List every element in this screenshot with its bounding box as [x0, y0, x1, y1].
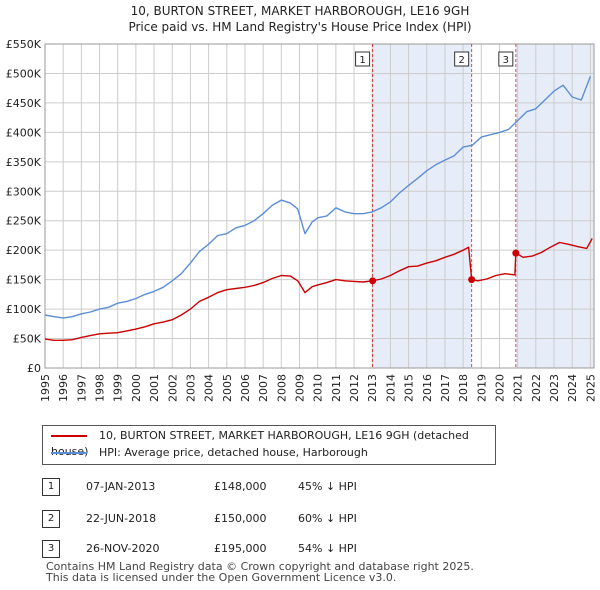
price-chart: 1 2 3 £0 £50K £100K £150K £200K £250K £300K £350K… — [6, 38, 598, 402]
x-tick-label: 2007 — [257, 374, 270, 402]
chart-title-line-2: Price paid vs. HM Land Registry's House … — [128, 20, 472, 34]
sale-point — [468, 276, 476, 284]
footer-text: Contains HM Land Registry data © Crown c… — [46, 561, 474, 583]
x-tick-label: 2010 — [312, 374, 325, 402]
sale-hpi-diff: 54% ↓ HPI — [298, 542, 357, 555]
x-tick-label: 2005 — [221, 374, 234, 402]
x-tick-label: 1998 — [94, 374, 107, 402]
sale-marker-box — [355, 51, 371, 67]
footer-line-2: This data is licensed under the Open Gov… — [46, 571, 397, 584]
x-tick-label: 2009 — [294, 374, 307, 402]
x-tick-label: 1996 — [57, 374, 70, 402]
sale-point — [512, 249, 520, 257]
x-tick-label: 2024 — [566, 374, 579, 402]
sale-date-lines — [372, 44, 517, 368]
footer-line-1: Contains HM Land Registry data © Crown c… — [46, 560, 474, 573]
y-tick-label: £200K — [6, 244, 42, 257]
legend-entry-property: 10, BURTON STREET, MARKET HARBOROUGH, LE… — [51, 428, 495, 458]
x-tick-label: 1999 — [112, 374, 125, 402]
series-lines — [44, 76, 593, 341]
x-tick-label: 1995 — [39, 374, 52, 402]
y-tick-label: £350K — [6, 156, 42, 169]
sale-points — [369, 249, 520, 285]
sale-price: £195,000 — [214, 542, 267, 555]
sale-number-badge: 3 — [42, 540, 60, 558]
y-tick-label: £250K — [6, 215, 42, 228]
y-tick-label: £0 — [27, 362, 41, 375]
sale-hpi-diff: 60% ↓ HPI — [298, 512, 357, 525]
sale-number-badge: 1 — [42, 478, 60, 496]
shaded-regions — [372, 44, 594, 368]
shaded-region — [372, 44, 472, 368]
sale-row: 2 22-JUN-2018 £150,000 60% ↓ HPI — [42, 510, 462, 528]
sale-date: 26-NOV-2020 — [86, 542, 160, 555]
x-tick-label: 2014 — [384, 374, 397, 402]
x-tick-label: 2025 — [584, 374, 597, 402]
x-tick-label: 2004 — [203, 374, 216, 402]
sale-marker-labels: 1 2 3 — [355, 51, 514, 67]
x-tick-label: 2016 — [421, 374, 434, 402]
y-tick-label: £450K — [6, 97, 42, 110]
x-tick-label: 2003 — [184, 374, 197, 402]
grid-lines — [44, 43, 595, 369]
y-tick-label: £400K — [6, 126, 42, 139]
x-axis-ticks: 1995 1996 1997 1998 1999 2000 2001 2002 2003 2004… — [39, 374, 597, 402]
legend-red-label: 10, BURTON STREET, MARKET HARBOROUGH, LE… — [51, 429, 469, 458]
y-tick-label: £500K — [6, 67, 42, 80]
sale-marker-box — [498, 51, 514, 67]
sale-marker-label: 3 — [503, 55, 509, 66]
y-tick-label: £50K — [13, 333, 42, 346]
x-tick-label: 2006 — [239, 374, 252, 402]
hpi-series-line — [44, 76, 592, 319]
legend-red-swatch — [51, 435, 87, 437]
y-tick-label: £100K — [6, 303, 42, 316]
legend-blue-swatch — [51, 452, 87, 454]
sale-point — [369, 277, 377, 285]
sale-hpi-diff: 45% ↓ HPI — [298, 480, 357, 493]
sale-marker-box — [454, 51, 470, 67]
legend: 10, BURTON STREET, MARKET HARBOROUGH, LE… — [42, 425, 496, 465]
chart-title-line-1: 10, BURTON STREET, MARKET HARBOROUGH, LE… — [130, 4, 470, 18]
property-series-line — [44, 238, 593, 341]
x-tick-label: 2023 — [548, 374, 561, 402]
sale-marker-label: 1 — [359, 55, 365, 66]
x-tick-label: 2017 — [439, 374, 452, 402]
x-tick-label: 2000 — [130, 374, 143, 402]
sale-row: 1 07-JAN-2013 £148,000 45% ↓ HPI — [42, 478, 462, 496]
legend-entry-hpi: HPI: Average price, detached house, Harb… — [51, 445, 368, 461]
x-tick-label: 2021 — [512, 374, 525, 402]
legend-blue-label: HPI: Average price, detached house, Harb… — [99, 446, 368, 459]
x-tick-label: 2020 — [493, 374, 506, 402]
y-tick-label: £150K — [6, 274, 42, 287]
y-tick-label: £550K — [6, 38, 42, 51]
sale-number-badge: 2 — [42, 510, 60, 528]
x-tick-label: 2018 — [457, 374, 470, 402]
sale-date: 07-JAN-2013 — [86, 480, 156, 493]
x-tick-label: 2019 — [475, 374, 488, 402]
y-tick-label: £300K — [6, 185, 42, 198]
x-tick-label: 2008 — [275, 374, 288, 402]
x-tick-label: 1997 — [75, 374, 88, 402]
plot-frame — [44, 43, 595, 369]
x-tick-label: 2012 — [348, 374, 361, 402]
shaded-region — [515, 44, 594, 368]
sale-marker-label: 2 — [458, 55, 464, 66]
sale-price: £148,000 — [214, 480, 267, 493]
sale-price: £150,000 — [214, 512, 267, 525]
x-tick-label: 2011 — [330, 374, 343, 402]
x-tick-label: 2013 — [366, 374, 379, 402]
x-tick-label: 2002 — [166, 374, 179, 402]
sale-row: 3 26-NOV-2020 £195,000 54% ↓ HPI — [42, 540, 462, 558]
x-tick-label: 2001 — [148, 374, 161, 402]
sale-date: 22-JUN-2018 — [86, 512, 157, 525]
x-tick-label: 2022 — [530, 374, 543, 402]
y-axis-ticks: £0 £50K £100K £150K £200K £250K £300K £350K £400… — [6, 38, 42, 375]
x-tick-label: 2015 — [403, 374, 416, 402]
